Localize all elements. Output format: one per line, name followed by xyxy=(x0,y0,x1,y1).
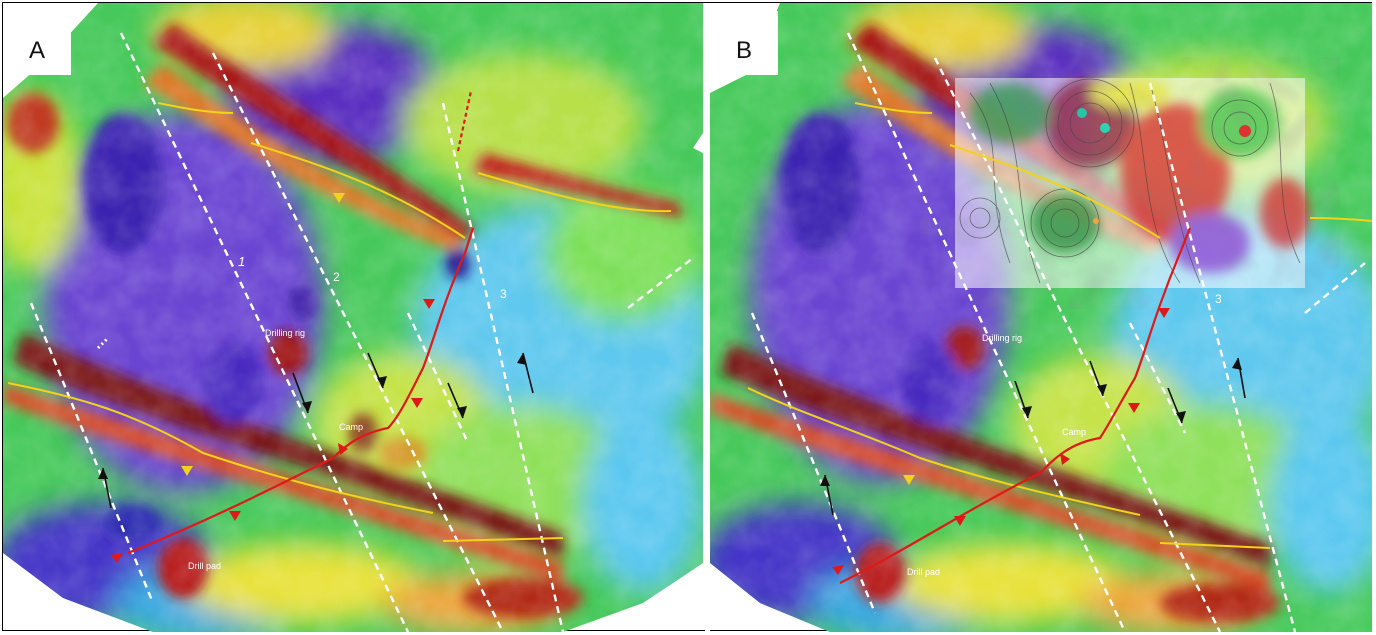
magnetic-anomaly-map xyxy=(3,3,703,632)
lineaments xyxy=(29,32,694,632)
b-drilling-rig-label: Drilling rig xyxy=(982,333,1022,343)
red-fault xyxy=(127,90,475,555)
magnetic-anomaly-map-b xyxy=(710,3,1372,632)
panel-b: 3 Drilling rig Camp Drill pad B xyxy=(710,3,1372,632)
camp-label: Camp xyxy=(339,422,363,432)
inset-contour-overlay xyxy=(955,78,1310,288)
lineament-2-label: 2 xyxy=(333,270,340,284)
panel-b-letter: B xyxy=(720,11,778,75)
lineament-3-label: 3 xyxy=(500,287,507,301)
panel-a-map: 1 2 3 Drilling rig Camp Drill pad xyxy=(3,3,703,632)
b-camp-label: Camp xyxy=(1062,427,1086,437)
drill-pad-label: Drill pad xyxy=(188,561,221,571)
drilling-rig-label: Drilling rig xyxy=(265,328,305,338)
panel-a: 1 2 3 Drilling rig Camp Drill pad A xyxy=(3,3,705,632)
lineament-1-label: 1 xyxy=(238,254,245,269)
b-drill-pad-label: Drill pad xyxy=(907,567,940,577)
panel-b-map: 3 Drilling rig Camp Drill pad xyxy=(710,3,1372,632)
b-lineament-3-label: 3 xyxy=(1215,292,1222,306)
panel-divider xyxy=(705,3,710,631)
panel-a-letter: A xyxy=(13,11,71,75)
movement-arrows xyxy=(98,193,534,563)
yellow-faults xyxy=(7,102,672,542)
